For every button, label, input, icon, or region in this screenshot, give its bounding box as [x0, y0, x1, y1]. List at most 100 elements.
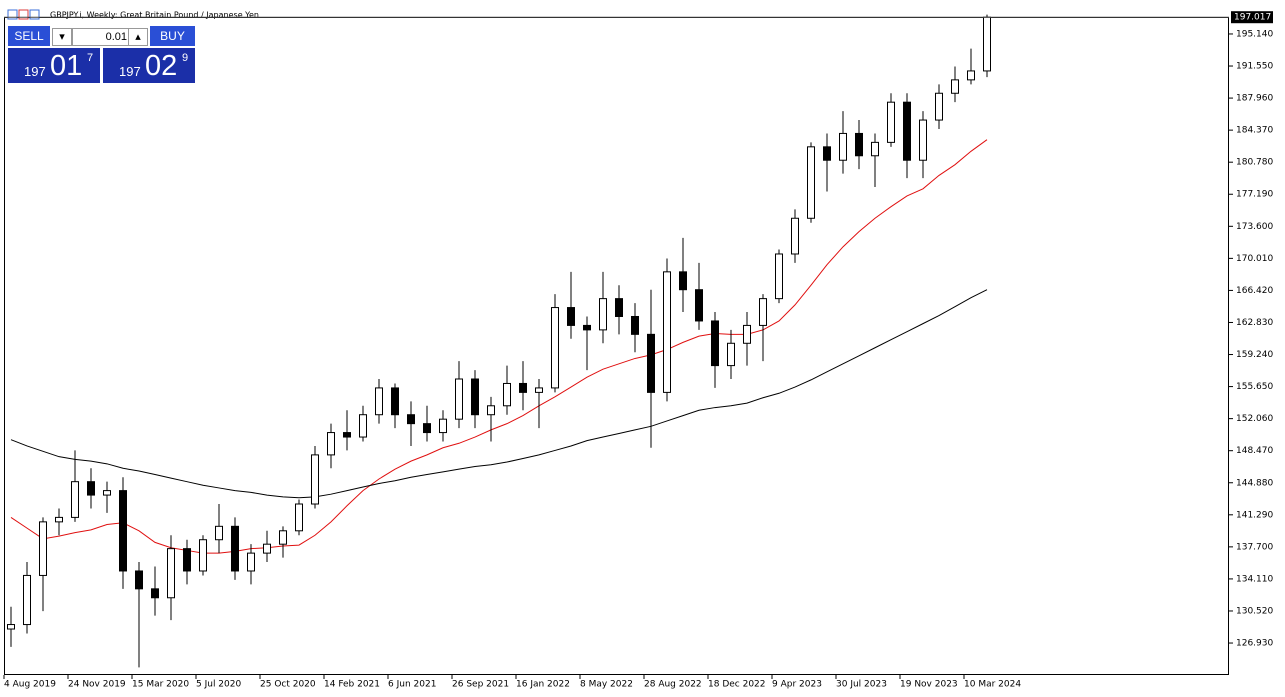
candle-body — [519, 382, 527, 393]
candle-body — [391, 387, 399, 416]
y-tick-label: 159.240 — [1236, 350, 1273, 360]
y-tick-label: 195.140 — [1236, 29, 1273, 39]
candle-body — [759, 298, 767, 326]
moving-average — [10, 139, 988, 554]
x-tick-label: 25 Oct 2020 — [260, 680, 316, 690]
candle-body — [679, 271, 687, 291]
y-tick-label: 180.780 — [1236, 158, 1273, 168]
candle-body — [71, 481, 79, 518]
bid-main: 01 — [50, 50, 83, 82]
candle-body — [247, 552, 255, 572]
moving-average — [10, 289, 988, 499]
y-tick-label: 148.470 — [1236, 446, 1273, 456]
candle-body — [887, 101, 895, 143]
candle-body — [727, 342, 735, 367]
y-tick-label: 155.650 — [1236, 382, 1273, 392]
plot-frame — [4, 17, 1229, 675]
candle-body — [407, 414, 415, 425]
x-tick-label: 15 Mar 2020 — [132, 680, 189, 690]
candle-body — [903, 101, 911, 161]
x-tick-label: 19 Nov 2023 — [900, 680, 958, 690]
ask-price[interactable]: 197 02 9 — [103, 48, 195, 83]
candle-body — [935, 92, 943, 121]
candle-body — [919, 119, 927, 161]
candle-body — [967, 70, 975, 81]
sell-button[interactable]: SELL — [8, 26, 50, 46]
bid-price[interactable]: 197 01 7 — [8, 48, 100, 83]
candle-body — [647, 333, 655, 393]
candle-body — [23, 574, 31, 626]
lot-input[interactable]: 0.01 — [72, 28, 130, 46]
y-tick-label: 162.830 — [1236, 318, 1273, 328]
x-tick-label: 8 May 2022 — [580, 680, 633, 690]
y-tick-label: 166.420 — [1236, 286, 1273, 296]
y-tick-label: 173.600 — [1236, 222, 1273, 232]
chart-title: GBPJPY.i, Weekly: Great Britain Pound / … — [50, 11, 259, 20]
candle-body — [359, 414, 367, 438]
x-tick-label: 26 Sep 2021 — [452, 680, 509, 690]
y-tick-label: 126.930 — [1236, 639, 1273, 649]
candle-body — [807, 146, 815, 219]
y-tick-label: 187.960 — [1236, 94, 1273, 104]
last-price-box — [1231, 11, 1273, 24]
y-tick-label: 134.110 — [1236, 574, 1273, 584]
candle-body — [663, 271, 671, 393]
candle-body — [567, 307, 575, 326]
lot-decrease[interactable]: ▾ — [52, 28, 72, 46]
candle-body — [487, 405, 495, 416]
candle-body — [7, 624, 15, 630]
candle-body — [167, 548, 175, 599]
candle-body — [455, 378, 463, 420]
ask-main: 02 — [145, 50, 178, 82]
y-tick-label: 130.520 — [1236, 606, 1273, 616]
x-tick-label: 9 Apr 2023 — [772, 680, 822, 690]
candle-body — [695, 289, 703, 322]
candle-body — [871, 141, 879, 157]
y-tick-label: 144.880 — [1236, 478, 1273, 488]
y-tick-label: 170.010 — [1236, 254, 1273, 264]
candle-body — [119, 490, 127, 572]
candle-body — [855, 132, 863, 157]
candle-body — [503, 382, 511, 407]
candle-body — [599, 298, 607, 331]
candle-body — [103, 490, 111, 496]
ask-big: 197 — [119, 64, 141, 79]
candle-body — [279, 530, 287, 545]
candle-body — [471, 378, 479, 416]
candle-body — [791, 217, 799, 255]
buy-button[interactable]: BUY — [150, 26, 195, 46]
last-price-label: 197.017 — [1234, 13, 1271, 23]
bid-big: 197 — [24, 64, 46, 79]
y-tick-label: 137.700 — [1236, 542, 1273, 552]
candle-body — [951, 79, 959, 94]
x-tick-label: 24 Nov 2019 — [68, 680, 126, 690]
candle-body — [839, 132, 847, 161]
window-icon — [7, 9, 40, 20]
lot-increase[interactable]: ▴ — [128, 28, 148, 46]
candle-body — [183, 548, 191, 572]
y-tick-label: 152.060 — [1236, 414, 1273, 424]
candle-body — [87, 481, 95, 496]
candle-body — [375, 387, 383, 416]
y-tick-label: 184.370 — [1236, 126, 1273, 136]
bid-small: 7 — [87, 52, 94, 64]
candle-body — [551, 307, 559, 389]
candle-body — [55, 516, 63, 523]
ask-small: 9 — [182, 52, 189, 64]
y-tick-label: 177.190 — [1236, 190, 1273, 200]
candle-body — [983, 16, 991, 72]
candle-body — [823, 146, 831, 161]
y-tick-label: 141.290 — [1236, 510, 1273, 520]
x-tick-label: 16 Jan 2022 — [516, 680, 570, 690]
candle-body — [583, 324, 591, 331]
x-tick-label: 18 Dec 2022 — [708, 680, 766, 690]
x-tick-label: 4 Aug 2019 — [4, 680, 56, 690]
candle-body — [439, 418, 447, 434]
x-tick-label: 14 Feb 2021 — [324, 680, 380, 690]
candle-body — [711, 320, 719, 367]
candle-body — [263, 543, 271, 554]
candle-body — [231, 525, 239, 572]
y-tick-label: 191.550 — [1236, 62, 1273, 72]
